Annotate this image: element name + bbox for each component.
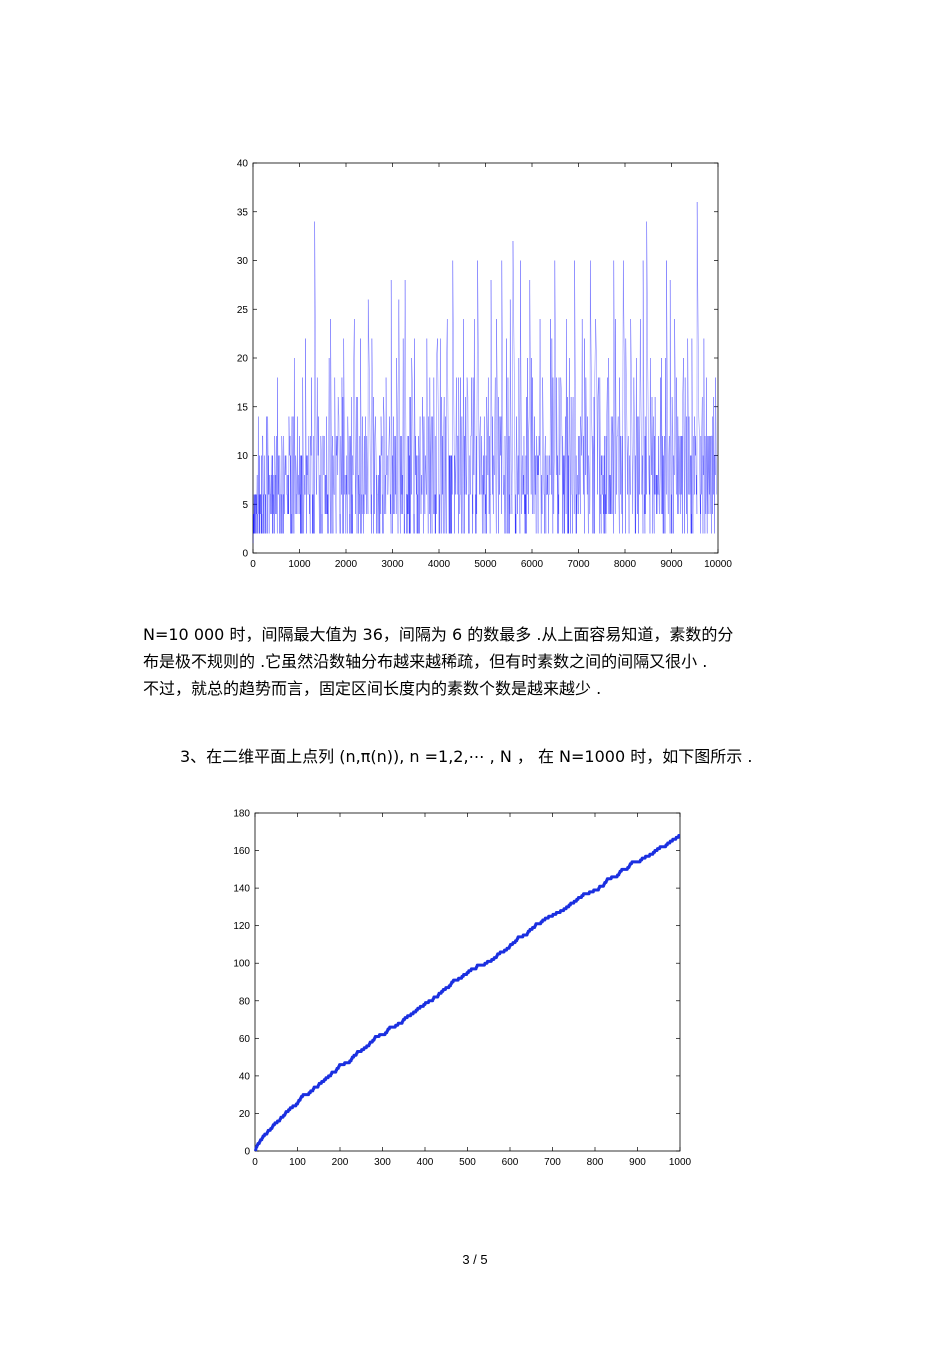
x-tick-label: 1000 (288, 559, 311, 570)
page-number: 3 / 5 (462, 1252, 488, 1267)
x-tick-label: 3000 (381, 559, 404, 570)
y-tick-label: 25 (237, 305, 249, 316)
y-tick-label: 5 (242, 500, 248, 511)
y-tick-label: 20 (237, 354, 249, 365)
item-3-text: 3、在二维平面上点列 (n,π(n)), n =1,2,⋯ , N ， 在 N=… (180, 747, 753, 766)
y-tick-label: 160 (233, 846, 250, 857)
x-tick-label: 500 (459, 1157, 476, 1168)
y-tick-label: 10 (237, 451, 249, 462)
plot-frame (254, 812, 681, 1152)
x-tick-label: 2000 (335, 559, 358, 570)
x-tick-label: 10000 (704, 559, 732, 570)
y-tick-label: 15 (237, 402, 249, 413)
x-tick-label: 700 (544, 1157, 561, 1168)
y-tick-label: 180 (233, 809, 250, 820)
x-tick-label: 200 (332, 1157, 349, 1168)
prime-gap-chart-svg: 0 1000 2000 3000 4000 5000 6000 7000 8000 9000 100… (237, 159, 732, 571)
prime-count-chart: 0 100 200 300 400 500 600 700 800 900 1000 0 20 40 60 8… (215, 805, 705, 1180)
y-tick-label: 140 (233, 884, 250, 895)
paragraph-gap-summary: N=10 000 时，间隔最大值为 36，间隔为 6 的数最多 .从上面容易知道… (143, 621, 823, 702)
y-tick-label: 40 (237, 159, 249, 170)
x-tick-label: 0 (250, 559, 256, 570)
x-tick-label: 0 (252, 1157, 258, 1168)
x-tick-label: 5000 (474, 559, 497, 570)
x-tick-label: 7000 (567, 559, 590, 570)
y-tick-label: 0 (244, 1147, 250, 1158)
y-tick-label: 35 (237, 207, 249, 218)
y-tick-label: 60 (239, 1034, 251, 1045)
y-tick-label: 100 (233, 959, 250, 970)
x-tick-label: 800 (587, 1157, 604, 1168)
y-tick-label: 80 (239, 996, 251, 1007)
x-tick-label: 600 (502, 1157, 519, 1168)
y-tick-label: 30 (237, 256, 249, 267)
x-tick-label: 8000 (614, 559, 637, 570)
y-tick-label: 120 (233, 921, 250, 932)
y-tick-label: 0 (242, 549, 248, 560)
y-tick-label: 40 (239, 1071, 251, 1082)
x-tick-label: 900 (629, 1157, 646, 1168)
pi-n-series-line (253, 834, 682, 1152)
gap-series-line (252, 201, 717, 544)
x-tick-label: 4000 (428, 559, 451, 570)
paragraph-line: 布是极不规则的 .它虽然沿数轴分布越来越稀疏，但有时素数之间的间隔又很小 . (143, 652, 708, 671)
x-tick-label: 6000 (521, 559, 544, 570)
x-tick-label: 300 (374, 1157, 391, 1168)
x-tick-label: 1000 (669, 1157, 692, 1168)
paragraph-line: N=10 000 时，间隔最大值为 36，间隔为 6 的数最多 .从上面容易知道… (143, 625, 734, 644)
y-tick-label: 20 (239, 1109, 251, 1120)
x-tick-label: 400 (417, 1157, 434, 1168)
paragraph-line: 不过，就总的趋势而言，固定区间长度内的素数个数是越来越少 . (143, 679, 602, 698)
x-tick-label: 100 (289, 1157, 306, 1168)
prime-count-chart-svg: 0 100 200 300 400 500 600 700 800 900 1000 0 20 40 60 8… (233, 809, 692, 1169)
prime-gap-chart: 0 1000 2000 3000 4000 5000 6000 7000 8000 9000 100… (228, 155, 748, 580)
x-tick-label: 9000 (660, 559, 683, 570)
